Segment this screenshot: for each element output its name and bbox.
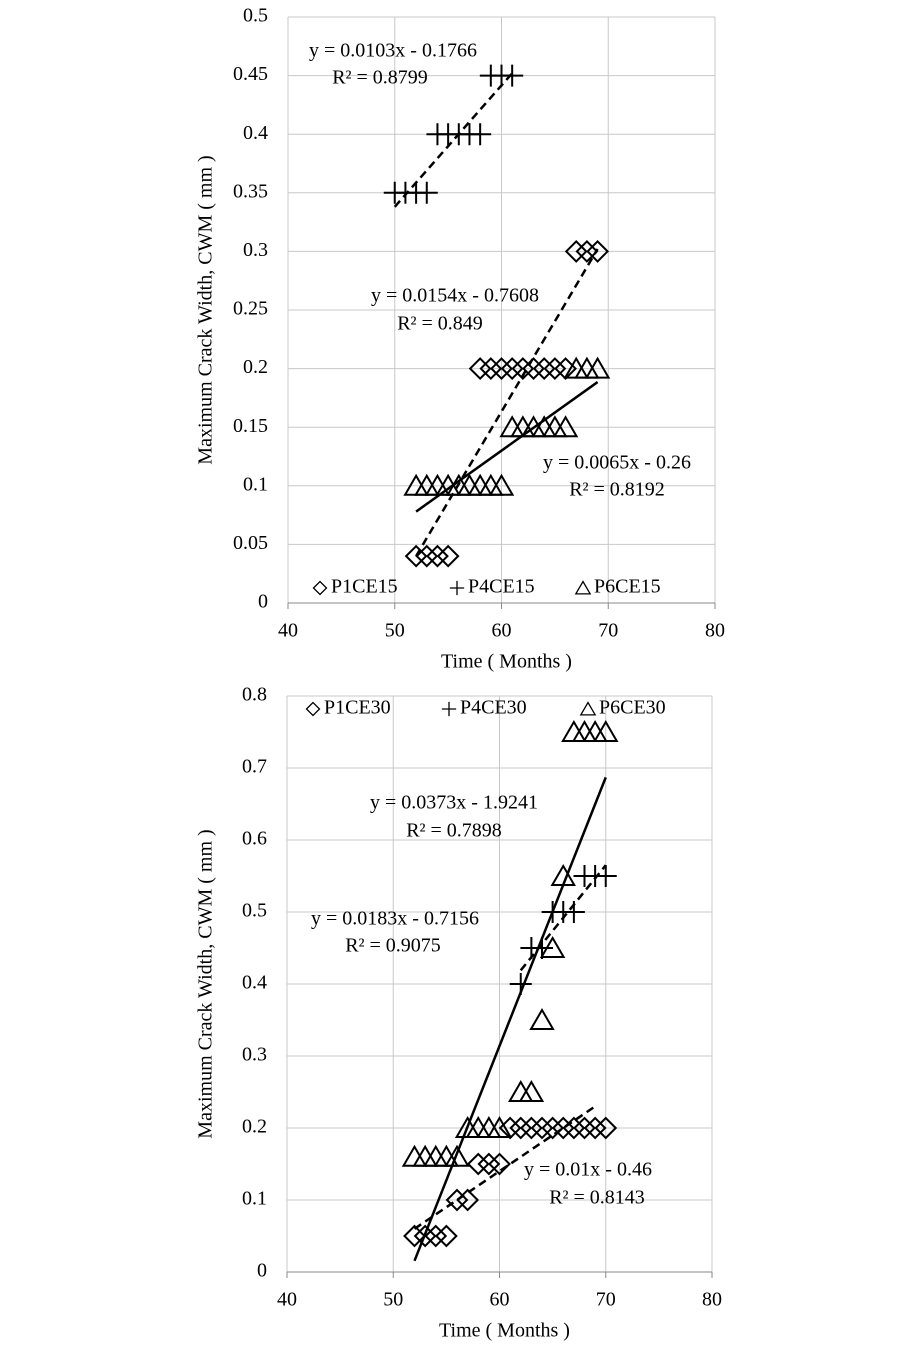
trendline <box>413 776 607 1262</box>
data-point <box>469 123 492 146</box>
legend-label: P1CE30 <box>324 697 391 719</box>
x-tick-label: 50 <box>383 1289 403 1311</box>
data-point <box>543 357 567 381</box>
data-point <box>486 1116 513 1138</box>
y-tick-label: 0.6 <box>242 828 267 850</box>
data-point <box>456 1188 480 1212</box>
legend-marker <box>449 580 465 596</box>
y-tick-label: 0 <box>257 1260 267 1282</box>
y-tick-label: 0.3 <box>242 1044 267 1066</box>
y-tick-label: 0.3 <box>243 239 268 261</box>
y-tick-label: 0.35 <box>233 180 268 202</box>
trendline-r2: R² = 0.849 <box>397 313 483 335</box>
data-point <box>426 544 449 568</box>
data-point <box>529 1008 555 1030</box>
data-point <box>445 1188 469 1212</box>
trendline-r2: R² = 0.8143 <box>549 1187 645 1209</box>
legend-marker <box>579 701 597 716</box>
data-point <box>436 544 460 568</box>
y-tick-label: 0.25 <box>233 298 268 320</box>
chart: 0 0.05 0.1 0.15 0.2 0.25 0.3 0.35 0.4 0.45 0.5 40 50… <box>195 5 725 673</box>
y-tick-label: 0.8 <box>242 684 267 706</box>
legend-label: P1CE15 <box>331 576 398 598</box>
legend-marker <box>441 701 457 717</box>
y-tick-label: 0.45 <box>233 63 268 85</box>
legend-label: P4CE30 <box>460 697 527 719</box>
x-tick-label: 80 <box>702 1289 722 1311</box>
y-tick-label: 0 <box>258 591 268 613</box>
data-point <box>518 1080 545 1102</box>
legend-label: P6CE15 <box>594 576 661 598</box>
data-point <box>488 1152 511 1176</box>
legend-label: P4CE15 <box>468 576 535 598</box>
data-point <box>444 1144 470 1167</box>
x-axis-title: Time ( Months ) <box>441 651 572 673</box>
data-point <box>584 356 611 379</box>
y-tick-label: 0.15 <box>233 415 268 437</box>
trendline <box>393 72 514 208</box>
data-point <box>415 181 438 204</box>
y-tick-label: 0.7 <box>242 756 267 778</box>
y-tick-label: 0.05 <box>233 532 268 554</box>
trendline-r2: R² = 0.9075 <box>345 935 441 957</box>
x-tick-label: 60 <box>490 1289 510 1311</box>
trendline <box>415 248 599 557</box>
trendline-equation: y = 0.0065x - 0.26 <box>543 452 691 474</box>
trendline-r2: R² = 0.7898 <box>406 820 502 842</box>
trendline-equation: y = 0.0373x - 1.9241 <box>370 792 538 814</box>
data-point <box>477 1152 501 1176</box>
y-tick-label: 0.4 <box>243 122 268 144</box>
x-axis-title: Time ( Months ) <box>439 1320 570 1342</box>
trendline-equation: y = 0.0183x - 0.7156 <box>311 908 479 930</box>
data-point <box>586 239 609 263</box>
chart: 0 0.1 0.2 0.3 0.4 0.5 0.6 0.7 0.8 40 50 60 70 80 Time … <box>195 684 722 1342</box>
y-tick-label: 0.4 <box>242 972 267 994</box>
trendline-r2: R² = 0.8799 <box>332 67 428 89</box>
data-point <box>554 357 577 381</box>
legend-marker <box>574 580 592 595</box>
trendline-r2: R² = 0.8192 <box>569 479 665 501</box>
x-tick-label: 60 <box>492 620 512 642</box>
x-tick-label: 70 <box>596 1289 616 1311</box>
data-point <box>434 1224 458 1248</box>
trendline <box>415 381 599 513</box>
y-tick-label: 0.1 <box>243 473 268 495</box>
y-tick-label: 0.2 <box>242 1116 267 1138</box>
x-tick-label: 80 <box>705 620 725 642</box>
data-point <box>583 1116 607 1140</box>
y-tick-label: 0.5 <box>243 5 268 27</box>
trendline <box>519 864 607 972</box>
data-point <box>424 1224 448 1248</box>
x-tick-label: 40 <box>278 620 298 642</box>
data-point <box>488 473 515 496</box>
y-tick-label: 0.1 <box>242 1188 267 1210</box>
x-tick-label: 50 <box>385 620 405 642</box>
data-point <box>552 415 579 438</box>
data-point <box>501 64 524 87</box>
x-tick-label: 40 <box>277 1289 297 1311</box>
data-point <box>593 720 619 742</box>
data-point <box>594 1116 618 1140</box>
y-axis-title: Maximum Crack Width, CWM ( mm ) <box>195 829 217 1138</box>
trendline-equation: y = 0.01x - 0.46 <box>524 1159 652 1181</box>
y-axis-title: Maximum Crack Width, CWM ( mm ) <box>195 155 217 464</box>
y-tick-label: 0.5 <box>242 900 267 922</box>
trendline-equation: y = 0.0154x - 0.7608 <box>371 285 539 307</box>
trendline-equation: y = 0.0103x - 0.1766 <box>309 40 477 62</box>
x-tick-label: 70 <box>598 620 618 642</box>
y-tick-label: 0.2 <box>243 356 268 378</box>
legend-marker <box>305 701 321 717</box>
legend-label: P6CE30 <box>599 697 666 719</box>
legend-marker <box>312 580 328 596</box>
trendline <box>413 1105 596 1230</box>
data-point <box>539 936 566 958</box>
